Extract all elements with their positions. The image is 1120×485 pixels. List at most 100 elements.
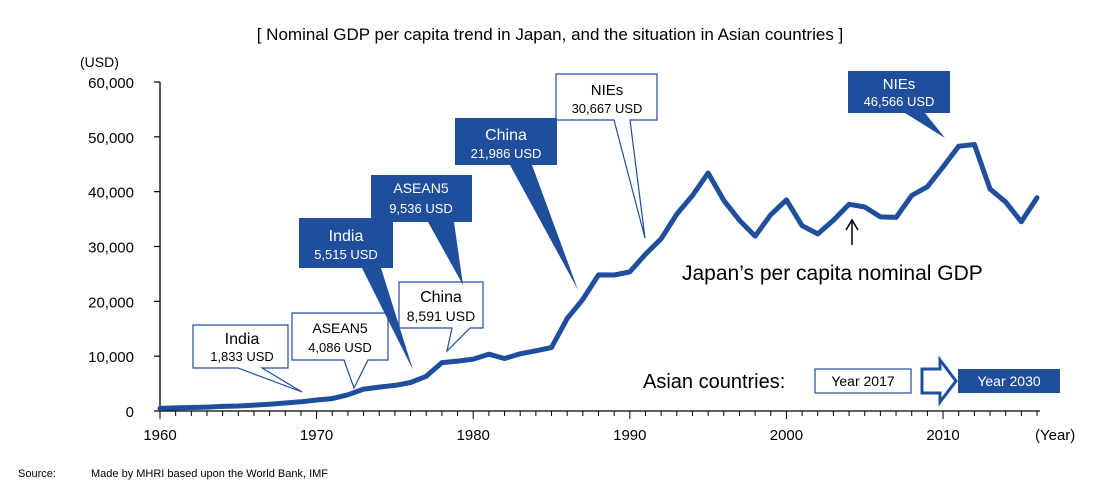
callout-2017-nies-name: NIEs	[591, 82, 624, 99]
japan-gdp-point	[940, 164, 946, 170]
japan-gdp-point	[314, 397, 319, 403]
japan-gdp-point	[627, 269, 632, 275]
japan-gdp-point	[549, 345, 554, 350]
x-axis-unit-label: (Year)	[1035, 427, 1075, 444]
japan-gdp-point	[690, 193, 695, 198]
callout-2017-india-value: 1,833 USD	[210, 349, 274, 364]
japan-gdp-point	[502, 356, 507, 361]
japan-gdp-point	[831, 218, 836, 223]
y-axis-ticks: 0 10,000 20,000 30,000 40,000 50,000 60,000	[88, 75, 160, 421]
japan-gdp-point	[486, 352, 492, 357]
japan-gdp-point	[298, 399, 304, 404]
y-tick-label: 50,000	[88, 130, 134, 147]
japan-gdp-point	[972, 142, 977, 147]
japan-gdp-point	[236, 403, 241, 409]
x-tick-label: 2010	[926, 427, 959, 444]
callout-2017-nies-value: 30,667 USD	[572, 101, 643, 116]
callout-2030-india-name: India	[329, 228, 364, 245]
legend-2030-label: Year 2030	[977, 373, 1041, 389]
japan-gdp-point	[173, 405, 178, 411]
legend-2017-label: Year 2017	[831, 373, 895, 389]
callout-2030-nies-name: NIEs	[883, 76, 916, 93]
japan-gdp-point	[862, 204, 867, 210]
japan-gdp-point	[643, 252, 648, 257]
japan-gdp-point	[518, 351, 523, 356]
y-axis-unit-label: (USD)	[80, 54, 119, 70]
y-tick-label: 20,000	[88, 294, 134, 311]
callout-2017-asean5-value: 4,086 USD	[308, 340, 372, 355]
y-tick-label: 40,000	[88, 185, 134, 202]
japan-gdp-point	[658, 236, 664, 241]
japan-gdp-point	[330, 396, 335, 401]
japan-gdp-point	[721, 198, 726, 203]
callout-2017-asean5-box	[291, 312, 389, 390]
japan-gdp-point	[455, 358, 460, 364]
callout-2017-china-name: China	[420, 289, 462, 306]
series-label: Japan’s per capita nominal GDP	[682, 262, 983, 285]
japan-gdp-point	[846, 202, 852, 207]
series-label-arrowhead	[845, 218, 859, 231]
y-tick-label: 10,000	[88, 349, 134, 366]
japan-gdp-point	[909, 193, 914, 198]
japan-gdp-point	[471, 356, 476, 362]
callout-2030-india-box	[299, 218, 413, 370]
japan-gdp-point	[220, 404, 225, 409]
callout-2017-asean5-name: ASEAN5	[312, 320, 367, 336]
x-tick-label: 1970	[300, 427, 333, 444]
callout-2017-china-value: 8,591 USD	[407, 308, 475, 324]
y-tick-label: 60,000	[88, 75, 134, 92]
japan-gdp-point	[596, 272, 601, 278]
y-tick-label: 0	[126, 404, 134, 421]
legend-2017-box	[814, 368, 912, 394]
japan-gdp-point	[377, 384, 382, 390]
japan-gdp-point	[189, 405, 194, 410]
x-tick-label: 1980	[457, 427, 490, 444]
chart-title: [ Nominal GDP per capita trend in Japan,…	[257, 25, 844, 44]
callout-2030-nies-value: 46,566 USD	[864, 94, 935, 109]
japan-gdp-point	[267, 402, 272, 407]
japan-gdp-point	[737, 218, 742, 223]
japan-gdp-point	[1003, 199, 1008, 205]
y-tick-label: 30,000	[88, 240, 134, 257]
japan-gdp-point	[768, 212, 773, 217]
callout-2030-china-name: China	[485, 127, 527, 144]
callout-2017-india-box	[192, 324, 303, 393]
japan-gdp-point	[204, 404, 210, 410]
japan-gdp-point	[815, 231, 820, 237]
source-text: Made by MHRI based upon the World Bank, …	[91, 468, 328, 480]
japan-gdp-point	[1034, 195, 1040, 200]
japan-gdp-point	[533, 348, 539, 353]
callout-2030-asean5-box	[371, 175, 472, 285]
japan-gdp-point	[565, 316, 570, 321]
legend-arrow-icon	[920, 355, 958, 407]
japan-gdp-point	[392, 383, 398, 388]
japan-gdp-point	[674, 211, 679, 217]
callout-2017-india-name: India	[225, 331, 260, 348]
x-tick-label: 1990	[613, 427, 646, 444]
callout-2030-china-box	[455, 118, 578, 290]
callout-2030-china-value: 21,986 USD	[471, 146, 542, 161]
callout-2030-asean5-value: 9,536 USD	[389, 201, 453, 216]
japan-gdp-point	[987, 186, 993, 192]
japan-gdp-point	[878, 214, 883, 220]
japan-gdp-point	[752, 233, 758, 239]
japan-gdp-point	[799, 223, 805, 228]
legend-2030-box	[958, 369, 1060, 393]
x-tick-label: 1960	[143, 427, 176, 444]
japan-gdp-point	[439, 360, 445, 365]
legend-prefix: Asian countries:	[643, 371, 785, 393]
japan-gdp-point	[424, 374, 429, 379]
japan-gdp-point	[956, 144, 961, 149]
x-axis-ticks: 1960 1970 1980 1990 2000 2010	[143, 411, 1038, 444]
japan-gdp-point	[705, 170, 711, 176]
japan-gdp-point	[157, 406, 163, 411]
callout-2017-china-box	[398, 281, 484, 353]
japan-gdp-point	[925, 184, 930, 189]
japan-gdp-point	[283, 400, 288, 406]
japan-gdp-point	[580, 297, 585, 302]
callout-2030-asean5-name: ASEAN5	[393, 180, 448, 196]
japan-gdp-point	[784, 197, 789, 203]
callout-2017-nies-box	[555, 73, 658, 239]
source-label: Source:	[18, 468, 56, 480]
